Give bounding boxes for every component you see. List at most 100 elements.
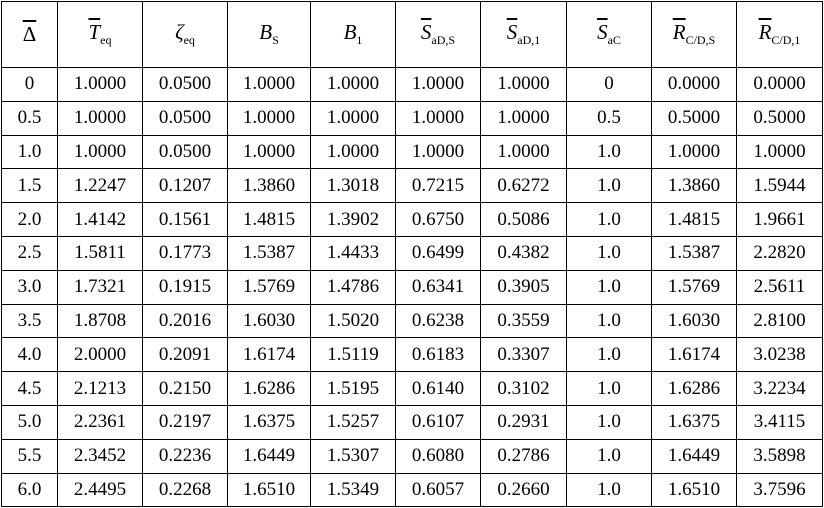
column-header: SaC <box>566 1 652 68</box>
table-cell: 0.3307 <box>480 337 567 373</box>
table-cell: 1.0 <box>566 337 652 373</box>
table-cell: 1.5307 <box>310 438 396 474</box>
column-header: B1 <box>310 1 396 68</box>
table-cell: 1.0 <box>566 134 652 170</box>
table-cell: 1.3860 <box>227 168 311 204</box>
table-row: 3.0 1.7321 0.1915 1.5769 1.4786 0.6341 0.3905 1… <box>1 269 823 305</box>
table-cell: 0.3905 <box>480 269 567 305</box>
table-row: 0.5 1.0000 0.0500 1.0000 1.0000 1.0000 1.0000 0… <box>1 100 823 136</box>
table-cell: 1.0000 <box>310 100 396 136</box>
table-cell: 1.3902 <box>310 202 396 237</box>
table-cell: 5.5 <box>1 438 58 474</box>
table-row: 4.0 2.0000 0.2091 1.6174 1.5119 0.6183 0.3307 1… <box>1 337 823 373</box>
table-cell: 1.0000 <box>395 100 481 136</box>
header-subscript: eq <box>183 33 195 48</box>
table-cell: 0.6080 <box>395 438 481 474</box>
table-cell: 1.0 <box>566 168 652 204</box>
table-cell: 1.4815 <box>227 202 311 237</box>
header-symbol: ζ <box>175 20 184 45</box>
header-symbol: R <box>672 20 686 45</box>
header-subscript: aD,1 <box>517 33 541 48</box>
header-row: Δ Teq ζeq BS B1 SaD,S SaD,1 SaC RC/D,S RC/D,1 <box>1 1 823 68</box>
table-cell: 0.2268 <box>142 472 228 508</box>
table-cell: 0.0000 <box>736 67 823 102</box>
table-cell: 0.2150 <box>142 371 228 406</box>
table-cell: 1.6030 <box>227 303 311 339</box>
table-cell: 1.0 <box>566 371 652 406</box>
table-cell: 2.2361 <box>57 404 143 440</box>
table-cell: 2.5 <box>1 235 58 271</box>
table-cell: 0 <box>566 67 652 102</box>
column-header: SaD,S <box>395 1 481 68</box>
header-symbol: S <box>597 20 608 45</box>
table-cell: 1.0 <box>566 438 652 474</box>
table-cell: 0.2091 <box>142 337 228 373</box>
table-cell: 1.0 <box>566 235 652 271</box>
table-row: 2.5 1.5811 0.1773 1.5387 1.4433 0.6499 0.4382 1… <box>1 235 823 271</box>
header-subscript: aC <box>607 33 621 48</box>
table-cell: 1.0000 <box>480 67 567 102</box>
table-row: 5.0 2.2361 0.2197 1.6375 1.5257 0.6107 0.2931 1… <box>1 404 823 440</box>
table-cell: 1.3018 <box>310 168 396 204</box>
table-cell: 3.0238 <box>736 337 823 373</box>
table-cell: 6.0 <box>1 472 58 508</box>
table-cell: 1.6449 <box>227 438 311 474</box>
table-cell: 1.5811 <box>57 235 143 271</box>
table-cell: 0.0500 <box>142 100 228 136</box>
table-cell: 1.0000 <box>227 134 311 170</box>
table-cell: 0.1915 <box>142 269 228 305</box>
table-cell: 1.0000 <box>651 134 737 170</box>
table-cell: 2.0000 <box>57 337 143 373</box>
table-cell: 0.4382 <box>480 235 567 271</box>
table-cell: 0.6750 <box>395 202 481 237</box>
table-cell: 1.4786 <box>310 269 396 305</box>
table-cell: 0.2016 <box>142 303 228 339</box>
column-header: SaD,1 <box>480 1 567 68</box>
table-cell: 1.6286 <box>651 371 737 406</box>
table-cell: 1.6510 <box>227 472 311 508</box>
header-subscript: S <box>272 33 279 48</box>
table-cell: 3.5 <box>1 303 58 339</box>
table-cell: 0.6057 <box>395 472 481 508</box>
table-cell: 1.5119 <box>310 337 396 373</box>
table-row: 1.5 1.2247 0.1207 1.3860 1.3018 0.7215 0.6272 1… <box>1 168 823 204</box>
table-cell: 1.5257 <box>310 404 396 440</box>
table-cell: 0.6341 <box>395 269 481 305</box>
table-cell: 1.6174 <box>651 337 737 373</box>
table-cell: 0.0000 <box>651 67 737 102</box>
header-symbol: S <box>420 20 432 45</box>
header-symbol: T <box>88 20 101 45</box>
table-cell: 0.1773 <box>142 235 228 271</box>
table-row: 0 1.0000 0.0500 1.0000 1.0000 1.0000 1.0000 0 0.… <box>1 67 823 102</box>
table-cell: 0.2931 <box>480 404 567 440</box>
table-cell: 3.5898 <box>736 438 823 474</box>
table-cell: 1.5349 <box>310 472 396 508</box>
table-row: 1.0 1.0000 0.0500 1.0000 1.0000 1.0000 1.0000 1… <box>1 134 823 170</box>
table-cell: 0.6272 <box>480 168 567 204</box>
table-cell: 0.1207 <box>142 168 228 204</box>
column-header: RC/D,S <box>651 1 737 68</box>
table-cell: 2.8100 <box>736 303 823 339</box>
table-cell: 1.0000 <box>480 134 567 170</box>
table-cell: 4.5 <box>1 371 58 406</box>
table-cell: 1.0000 <box>57 134 143 170</box>
table-cell: 1.5020 <box>310 303 396 339</box>
table-cell: 0.5086 <box>480 202 567 237</box>
table-cell: 1.0 <box>1 134 58 170</box>
header-subscript: C/D,1 <box>771 33 801 48</box>
table-cell: 1.5 <box>1 168 58 204</box>
header-subscript: aD,S <box>431 33 456 48</box>
table-cell: 2.0 <box>1 202 58 237</box>
table-cell: 1.0 <box>566 303 652 339</box>
table-row: 6.0 2.4495 0.2268 1.6510 1.5349 0.6057 0.2660 1… <box>1 472 823 508</box>
table-body: 0 1.0000 0.0500 1.0000 1.0000 1.0000 1.0000 0 0.… <box>1 67 823 508</box>
table-cell: 0.3102 <box>480 371 567 406</box>
header-symbol: R <box>758 20 772 45</box>
table-cell: 1.5769 <box>651 269 737 305</box>
table-cell: 1.0000 <box>227 100 311 136</box>
table-cell: 3.2234 <box>736 371 823 406</box>
table-cell: 2.5611 <box>736 269 823 305</box>
column-header: Teq <box>57 1 143 68</box>
table-cell: 1.0000 <box>57 100 143 136</box>
